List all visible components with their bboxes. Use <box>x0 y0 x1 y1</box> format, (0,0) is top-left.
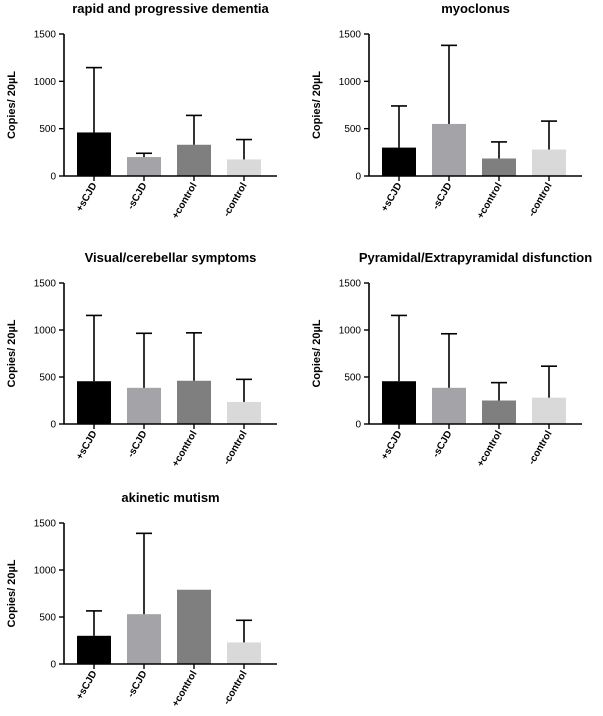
bar-control <box>177 144 211 176</box>
x-tick-label: +control <box>170 429 200 469</box>
bar-scjd <box>77 132 111 176</box>
bar-control <box>227 642 261 664</box>
y-tick-label: 0 <box>355 420 361 431</box>
y-tick-label: 500 <box>39 124 56 135</box>
y-tick-label: 500 <box>39 373 56 384</box>
y-tick-label: 1500 <box>339 279 362 290</box>
y-axis-label: Copies/ 20µL <box>6 71 18 139</box>
y-tick-label: 0 <box>355 172 361 183</box>
x-tick-label: -sCJD <box>126 669 150 700</box>
x-tick-label: -sCJD <box>126 429 150 460</box>
bar-control <box>177 589 211 664</box>
y-tick-label: 1000 <box>339 326 362 337</box>
x-tick-label: +control <box>475 181 505 221</box>
y-tick-label: 1500 <box>339 30 362 41</box>
y-tick-label: 1000 <box>34 77 57 88</box>
x-tick-label: -sCJD <box>126 181 150 212</box>
chart-panel-5: akinetic mutism Copies/ 20µL 0 500 1000 1500 +… <box>6 490 277 709</box>
y-tick-label: 1000 <box>339 77 362 88</box>
x-tick-label: +sCJD <box>379 181 404 214</box>
y-axis-label: Copies/ 20µL <box>6 319 18 387</box>
x-tick-label: -sCJD <box>431 429 455 460</box>
x-tick-label: +control <box>475 429 505 469</box>
y-tick-label: 0 <box>50 420 56 431</box>
x-tick-label: -control <box>526 181 554 219</box>
x-tick-label: +sCJD <box>74 669 99 702</box>
y-tick-label: 1500 <box>34 519 57 530</box>
y-tick-label: 0 <box>50 172 56 183</box>
chart-title: Visual/cerebellar symptoms <box>85 250 257 265</box>
x-tick-label: -control <box>221 669 249 707</box>
bar-scjd <box>77 381 111 424</box>
bar-control <box>227 401 261 424</box>
x-tick-label: -control <box>221 181 249 219</box>
x-tick-label: +control <box>170 181 200 221</box>
y-tick-label: 1000 <box>34 326 57 337</box>
chart-title: Pyramidal/Extrapyramidal disfunction <box>359 250 592 265</box>
y-tick-label: 1000 <box>34 566 57 577</box>
bar-scjd <box>127 387 161 424</box>
bar-control <box>227 159 261 176</box>
y-axis-label: Copies/ 20µL <box>311 319 323 387</box>
bar-control <box>532 149 566 176</box>
bar-scjd <box>382 147 416 176</box>
chart-title: akinetic mutism <box>121 490 219 505</box>
chart-title: myoclonus <box>441 1 510 16</box>
bar-scjd <box>432 387 466 424</box>
x-tick-label: +sCJD <box>379 429 404 462</box>
bar-scjd <box>432 123 466 176</box>
chart-panel-1: rapid and progressive dementia Copies/ 20… <box>6 1 277 221</box>
bar-scjd <box>77 635 111 664</box>
x-tick-label: -sCJD <box>431 181 455 212</box>
x-tick-label: +sCJD <box>74 181 99 214</box>
y-tick-label: 500 <box>39 613 56 624</box>
bar-control <box>532 397 566 424</box>
chart-panel-4: Pyramidal/Extrapyramidal disfunction Copi… <box>311 250 592 469</box>
x-tick-label: +sCJD <box>74 429 99 462</box>
bar-scjd <box>382 381 416 424</box>
x-tick-label: -control <box>526 429 554 467</box>
y-tick-label: 500 <box>344 124 361 135</box>
y-axis-label: Copies/ 20µL <box>6 559 18 627</box>
bar-control <box>482 400 516 424</box>
chart-title: rapid and progressive dementia <box>72 1 269 16</box>
y-tick-label: 1500 <box>34 279 57 290</box>
y-tick-label: 1500 <box>34 30 57 41</box>
chart-panel-3: Visual/cerebellar symptoms Copies/ 20µL 0 5… <box>6 250 277 469</box>
x-tick-label: +control <box>170 669 200 709</box>
bar-control <box>482 158 516 176</box>
bar-scjd <box>127 614 161 664</box>
x-tick-label: -control <box>221 429 249 467</box>
chart-panel-2: myoclonus Copies/ 20µL 0 500 1000 1500 +sCJD -s… <box>311 1 582 221</box>
bar-scjd <box>127 157 161 176</box>
bar-control <box>177 380 211 424</box>
y-axis-label: Copies/ 20µL <box>311 71 323 139</box>
y-tick-label: 0 <box>50 660 56 671</box>
y-tick-label: 500 <box>344 373 361 384</box>
